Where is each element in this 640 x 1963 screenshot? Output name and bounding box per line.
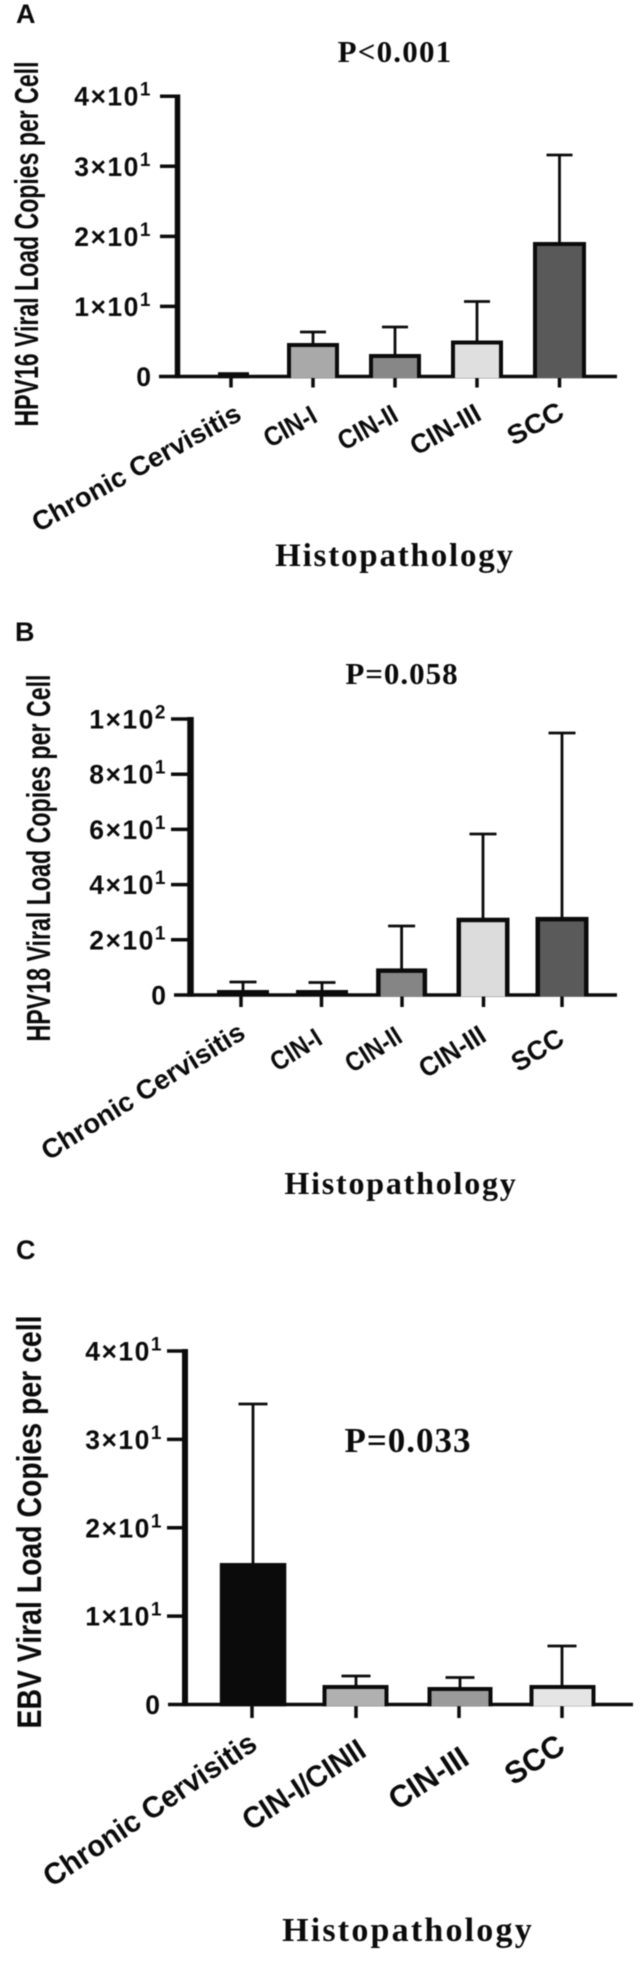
svg-text:HPV16 Viral Load Copies per Ce: HPV16 Viral Load Copies per Cell [8,62,45,427]
svg-text:0: 0 [151,981,166,1011]
svg-text:4×101: 4×101 [89,868,167,900]
svg-text:HPV18 Viral Load Copies per Ce: HPV18 Viral Load Copies per Cell [20,675,57,1042]
svg-text:2×101: 2×101 [85,1511,163,1543]
svg-text:0: 0 [145,1690,160,1720]
svg-text:B: B [15,617,35,647]
svg-text:Histopathology: Histopathology [275,538,515,574]
svg-text:6×101: 6×101 [89,813,167,845]
svg-text:1×102: 1×102 [89,703,167,735]
svg-text:Histopathology: Histopathology [284,1165,517,1201]
svg-text:P<0.001: P<0.001 [338,34,453,69]
svg-text:C: C [16,1235,36,1265]
svg-text:4×101: 4×101 [74,80,152,112]
svg-text:P=0.058: P=0.058 [345,656,458,691]
svg-text:4×101: 4×101 [85,1335,163,1367]
svg-text:1×101: 1×101 [74,290,152,322]
svg-text:2×101: 2×101 [89,923,167,955]
svg-text:A: A [16,0,36,29]
svg-text:3×101: 3×101 [74,150,152,182]
svg-text:EBV Viral Load Copies per cell: EBV Viral Load Copies per cell [11,1316,49,1729]
svg-text:3×101: 3×101 [85,1423,163,1455]
svg-text:8×101: 8×101 [89,758,167,790]
svg-text:0: 0 [136,362,151,392]
svg-text:Histopathology: Histopathology [282,1912,534,1949]
svg-text:1×101: 1×101 [85,1600,163,1632]
svg-text:2×101: 2×101 [74,220,152,252]
svg-text:P=0.033: P=0.033 [344,1421,471,1460]
